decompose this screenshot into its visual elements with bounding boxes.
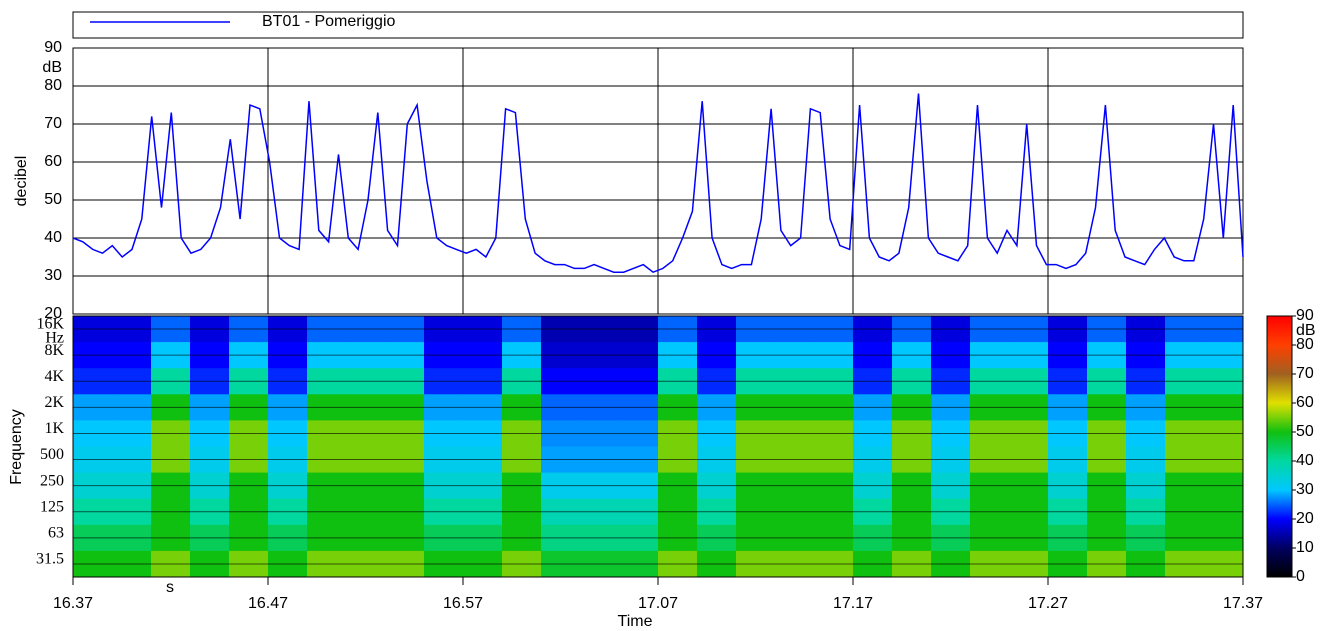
x-tick-label: 17.17: [833, 595, 873, 612]
plot-frame: [72, 315, 1244, 578]
y-tick-label: 30: [44, 267, 62, 284]
x-tick-label: 17.27: [1028, 595, 1068, 612]
y-tick-label: 125: [40, 498, 64, 515]
colorbar-tick-label: 80: [1296, 336, 1314, 353]
y-tick-label: 500: [40, 446, 64, 463]
colorbar-tick-label: 40: [1296, 452, 1314, 469]
x-tick-label: 16.57: [443, 595, 483, 612]
y-tick-label: 1K: [44, 420, 64, 437]
y-tick-label: 2K: [44, 394, 64, 411]
x-tick-label: 17.07: [638, 595, 678, 612]
x-tick-label: 16.37: [53, 595, 93, 612]
y-tick-label: 50: [44, 191, 62, 208]
colorbar-tick-label: 50: [1296, 423, 1314, 440]
y-tick-label: 70: [44, 115, 62, 132]
y-tick-label: 40: [44, 229, 62, 246]
colorbar-unit: dB: [1296, 322, 1316, 339]
y-tick-label: 4K: [44, 368, 64, 385]
data-line: [72, 93, 1244, 274]
legend-box: [72, 11, 1244, 39]
colorbar-tick-label: 70: [1296, 365, 1314, 382]
y-tick-label: 31.5: [36, 551, 64, 568]
y-tick-label: 20: [44, 305, 62, 322]
colorbar-tick-label: 0: [1296, 568, 1305, 585]
y-tick-label: 16K: [36, 316, 64, 333]
colorbar-tick-label: 20: [1296, 510, 1314, 527]
colorbar-tick-label: 60: [1296, 394, 1314, 411]
colorbar: [1266, 315, 1293, 578]
y-tick-label: 90: [44, 39, 62, 56]
x-axis-label: Time: [618, 613, 653, 630]
legend-label: BT01 - Pomeriggio: [262, 13, 395, 30]
y-tick-label: 60: [44, 153, 62, 170]
x-unit: s: [166, 579, 174, 596]
colorbar-tick-label: 30: [1296, 481, 1314, 498]
colorbar-tick-label: 10: [1296, 539, 1314, 556]
x-tick-label: 17.37: [1223, 595, 1263, 612]
y-unit: dB: [42, 59, 62, 76]
y-tick-label: 80: [44, 77, 62, 94]
freq-axis-label: Frequency: [8, 409, 25, 485]
x-tick-label: 16.47: [248, 595, 288, 612]
colorbar-tick-label: 90: [1296, 307, 1314, 324]
y-tick-label: 250: [40, 472, 64, 489]
freq-unit: Hz: [45, 330, 64, 347]
y-tick-label: 8K: [44, 342, 64, 359]
y-axis-label: decibel: [13, 156, 30, 207]
y-tick-label: 63: [48, 525, 64, 542]
